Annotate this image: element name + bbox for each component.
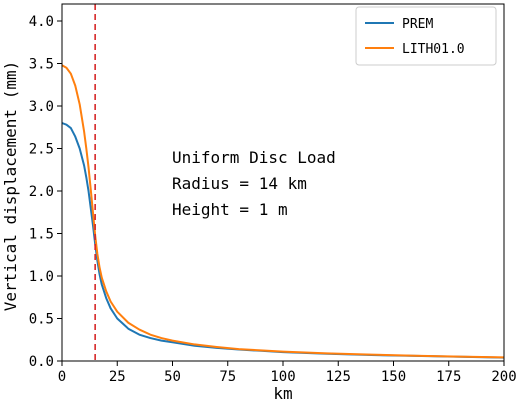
legend-label-prem: PREM	[402, 17, 433, 32]
y-tick-label: 2.0	[29, 184, 54, 200]
y-tick-label: 0.0	[29, 354, 54, 370]
x-tick-label: 200	[491, 369, 516, 385]
series-line-lith01-0	[61, 64, 505, 359]
annotation-line-3: Height = 1 m	[172, 200, 288, 219]
y-tick-label: 3.0	[29, 99, 54, 115]
x-tick-label: 75	[219, 369, 236, 385]
chart-annotation: Uniform Disc Load Radius = 14 km Height …	[172, 148, 336, 219]
y-tick-label: 4.0	[29, 14, 54, 30]
x-tick-label: 50	[164, 369, 181, 385]
y-axis-label: Vertical displacement (mm)	[1, 61, 20, 311]
annotation-line-2: Radius = 14 km	[172, 174, 307, 193]
y-tick-label: 3.5	[29, 57, 54, 73]
x-tick-label: 100	[270, 369, 295, 385]
legend-box	[355, 6, 497, 66]
x-tick-label: 125	[326, 369, 351, 385]
y-tick-label: 2.5	[29, 142, 54, 158]
y-tick-label: 1.5	[29, 227, 54, 243]
y-tick-label: 1.0	[29, 269, 54, 285]
x-tick-label: 175	[436, 369, 461, 385]
axis-ticks: 0 25 50 75 100 125 150 175 200 0.0 0.5 1.0 1.5 2.0 2.5…	[29, 14, 517, 385]
x-tick-label: 150	[381, 369, 406, 385]
y-tick-label: 0.5	[29, 312, 54, 328]
annotation-line-1: Uniform Disc Load	[172, 148, 336, 167]
legend-label-lith: LITH01.0	[402, 42, 465, 57]
x-tick-label: 0	[58, 369, 66, 385]
x-tick-label: 25	[109, 369, 126, 385]
legend: PREM LITH01.0	[355, 6, 497, 66]
x-axis-label: km	[273, 384, 292, 403]
